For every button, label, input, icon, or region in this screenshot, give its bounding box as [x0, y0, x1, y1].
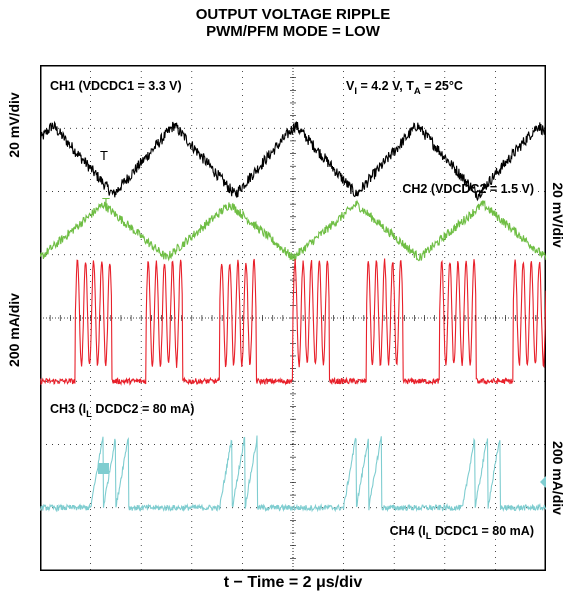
y-label-right-bottom: 200 mA/div [550, 441, 566, 515]
ch3-label: CH3 (IL DCDC2 = 80 mA) [50, 402, 194, 420]
ch2-trace [40, 199, 546, 262]
y-label-right-top: 20 mV/div [550, 182, 566, 248]
chart-title-line1: OUTPUT VOLTAGE RIPPLE [195, 6, 391, 23]
ch2-label: CH2 (VDCDC2 = 1.5 V) [402, 182, 534, 196]
ch4-label: CH4 (IL DCDC1 = 80 mA) [390, 524, 534, 542]
traces: TT [40, 120, 546, 513]
ch3-trace [40, 258, 546, 386]
ch4-ground-marker [540, 476, 546, 488]
y-label-left-bottom: 200 mA/div [6, 293, 22, 367]
ch4-trace [40, 435, 546, 513]
x-axis-label: t − Time = 2 μs/div [223, 574, 363, 591]
ch4-trigger-marker [98, 463, 109, 474]
chart-title-line2: PWM/PFM MODE = LOW [206, 23, 380, 40]
ch1-label: CH1 (VDCDC1 = 3.3 V) [50, 79, 182, 93]
ch2-trigger-marker: T [102, 195, 110, 210]
ch1-trigger-marker: T [100, 148, 108, 163]
scope-plot: TT CH1 (VDCDC1 = 3.3 V) VI = 4.2 V, TA =… [40, 65, 546, 571]
y-label-left-top: 20 mV/div [6, 92, 22, 158]
ch1-trace [40, 120, 546, 202]
conditions-label: VI = 4.2 V, TA = 25°C [346, 79, 463, 97]
